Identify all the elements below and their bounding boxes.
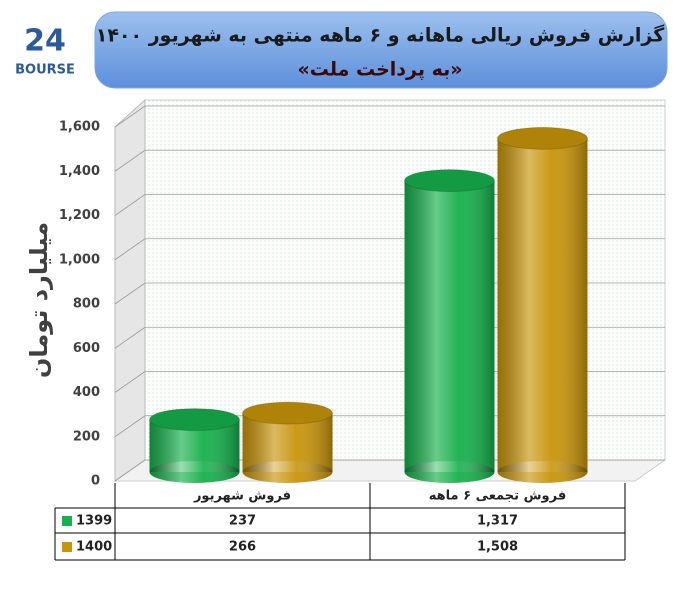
bar-top: [497, 126, 588, 150]
table-value: 237: [229, 514, 256, 529]
logo: 24 BOURSE: [0, 15, 90, 100]
chart-title: گزارش فروش ریالی ماهانه و ۶ ماهه منتهی ب…: [96, 24, 665, 47]
grid-line: [114, 459, 146, 482]
y-axis-title: میلیارد تومان: [25, 222, 53, 378]
chart-subtitle: «به پرداخت ملت»: [297, 59, 462, 81]
bar-top: [149, 408, 240, 432]
grid-line: [114, 238, 146, 261]
y-tick-label: 800: [73, 297, 100, 312]
x-tick-label: فروش تجمعی ۶ ماهه: [429, 489, 566, 504]
grid-line: [114, 326, 146, 349]
grid-line: [114, 149, 146, 172]
bar-top-shade: [242, 402, 333, 425]
grid-line: [114, 282, 146, 305]
bar-shade: [497, 138, 588, 473]
y-tick-label: 200: [73, 429, 100, 444]
bar-base-shade: [149, 461, 240, 483]
y-tick-label: 1,600: [59, 120, 100, 135]
table-value: 266: [229, 540, 256, 555]
y-tick-label: 1,000: [59, 252, 100, 267]
bar-top-shade: [404, 169, 495, 192]
y-tick-label: 0: [91, 474, 100, 489]
grid-line: [114, 415, 146, 438]
table: [54, 483, 626, 561]
bar-base-shade: [404, 461, 495, 483]
side-wall: [114, 98, 146, 482]
grid-line: [114, 194, 146, 216]
x-tick-label: فروش شهریور: [193, 489, 291, 504]
bar-shade: [404, 180, 495, 472]
y-tick-label: 1,200: [59, 208, 100, 223]
title-banner: [94, 11, 668, 89]
legend-label: 1400: [76, 540, 112, 555]
legend-label: 1399: [76, 514, 112, 529]
legend-key: [62, 516, 72, 526]
bar-top-shade: [497, 127, 588, 150]
grid-line: [114, 371, 146, 393]
y-tick-label: 400: [73, 385, 100, 400]
bar-base-shade: [242, 461, 333, 483]
legend-key: [62, 542, 72, 552]
logo-number: 24: [24, 24, 66, 59]
bar-base-shade: [497, 461, 588, 483]
y-tick-label: 1,400: [59, 164, 100, 179]
table-value: 1,317: [477, 514, 518, 529]
logo-text: BOURSE: [15, 63, 75, 78]
bar-top: [242, 401, 333, 425]
grid-line: [114, 105, 146, 128]
bar-top: [404, 169, 495, 193]
table-value: 1,508: [477, 540, 518, 555]
bar-top-shade: [149, 408, 240, 431]
y-tick-label: 600: [73, 341, 100, 356]
